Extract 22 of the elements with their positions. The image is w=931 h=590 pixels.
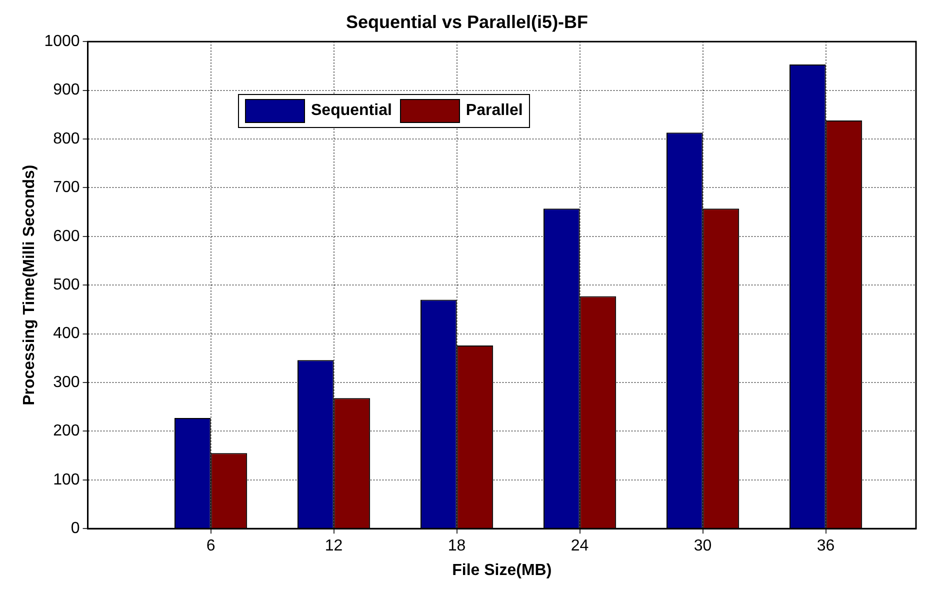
y-tick-label: 1000 bbox=[44, 33, 80, 50]
legend-label: Sequential bbox=[311, 102, 392, 120]
y-axis-title: Processing Time(Milli Seconds) bbox=[21, 164, 38, 406]
y-tick-label: 700 bbox=[53, 179, 80, 196]
x-tick-label: 18 bbox=[448, 538, 466, 555]
y-tick-label: 800 bbox=[53, 130, 80, 148]
x-tick-label: 12 bbox=[324, 538, 343, 555]
x-tick-label: 30 bbox=[694, 538, 712, 555]
y-tick-label: 500 bbox=[53, 276, 80, 294]
legend-label: Parallel bbox=[466, 102, 523, 120]
y-tick-label: 200 bbox=[53, 422, 80, 440]
y-tick-label: 300 bbox=[53, 374, 80, 391]
chart-title: Sequential vs Parallel(i5)-BF bbox=[346, 12, 588, 32]
x-tick-label: 24 bbox=[570, 538, 589, 555]
x-tick-label: 6 bbox=[206, 538, 216, 555]
y-tick-label: 0 bbox=[70, 520, 80, 538]
x-tick-label: 36 bbox=[816, 538, 835, 555]
y-tick-label: 100 bbox=[53, 471, 80, 488]
y-tick-label: 600 bbox=[53, 228, 80, 245]
x-axis-title: File Size(MB) bbox=[452, 562, 552, 579]
y-tick-label: 900 bbox=[53, 82, 80, 99]
y-tick-label: 400 bbox=[53, 325, 80, 342]
